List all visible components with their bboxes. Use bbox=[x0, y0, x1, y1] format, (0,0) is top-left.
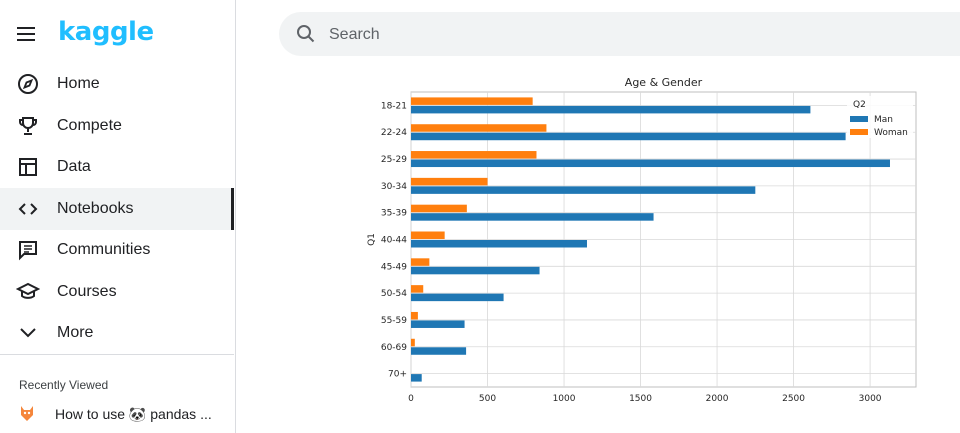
sidebar-item-label: Home bbox=[57, 75, 100, 92]
notebook-thumbnail-icon bbox=[18, 404, 36, 422]
compass-icon bbox=[16, 72, 40, 96]
comments-icon bbox=[16, 238, 40, 262]
bar-man bbox=[411, 293, 504, 302]
sidebar-item-notebooks[interactable]: Notebooks bbox=[0, 188, 234, 230]
x-tick-label: 1000 bbox=[553, 394, 576, 404]
bar-man bbox=[411, 347, 467, 355]
y-tick-label: 40-44 bbox=[381, 236, 407, 246]
sidebar-item-label: Courses bbox=[57, 283, 117, 300]
sidebar-item-data[interactable]: Data bbox=[0, 146, 234, 188]
sidebar-item-label: Notebooks bbox=[57, 200, 134, 217]
x-tick-label: 1500 bbox=[629, 394, 652, 404]
table-icon bbox=[16, 155, 40, 179]
age-gender-chart: 0 500 1000 1500 2000 2500 3000 18-21 22-24 25-29 3… bbox=[367, 76, 917, 404]
y-tick-label: 50-54 bbox=[381, 289, 407, 299]
recently-viewed-title: Recently Viewed bbox=[19, 378, 109, 392]
sidebar-item-communities[interactable]: Communities bbox=[0, 229, 234, 271]
y-tick-label: 22-24 bbox=[381, 128, 407, 138]
y-axis-label: Q1 bbox=[367, 233, 377, 246]
x-tick-label: 3000 bbox=[859, 394, 882, 404]
bar-woman bbox=[411, 231, 445, 239]
sidebar-item-compete[interactable]: Compete bbox=[0, 105, 234, 147]
bar-man bbox=[411, 374, 422, 382]
y-tick-label: 45-49 bbox=[381, 262, 407, 272]
y-tick-label: 35-39 bbox=[381, 209, 407, 219]
legend-swatch bbox=[850, 116, 868, 122]
bar-woman bbox=[411, 338, 415, 347]
x-tick-label: 2000 bbox=[706, 394, 729, 404]
search-input[interactable] bbox=[327, 22, 931, 48]
chart-title: Age & Gender bbox=[625, 76, 703, 89]
bar-man bbox=[411, 159, 890, 168]
sidebar-item-label: Communities bbox=[57, 241, 151, 258]
bar-man bbox=[411, 266, 540, 275]
bar-man bbox=[411, 132, 846, 141]
bar-man bbox=[411, 320, 465, 328]
legend-title: Q2 bbox=[853, 100, 866, 110]
bar-man bbox=[411, 186, 756, 194]
bar-woman bbox=[411, 204, 467, 213]
legend-swatch bbox=[850, 129, 868, 135]
search-icon bbox=[295, 23, 317, 45]
recent-item-label: How to use 🐼 pandas ... bbox=[55, 406, 212, 422]
trophy-icon bbox=[16, 114, 40, 138]
sidebar-item-home[interactable]: Home bbox=[0, 63, 234, 105]
x-tick-label: 500 bbox=[479, 394, 496, 404]
bar-woman bbox=[411, 311, 418, 320]
y-tick-label: 55-59 bbox=[381, 316, 407, 326]
bar-woman bbox=[411, 97, 533, 105]
legend-label: Woman bbox=[874, 128, 908, 138]
y-tick-label: 30-34 bbox=[381, 182, 407, 192]
sidebar-divider bbox=[0, 354, 234, 355]
recent-item[interactable]: How to use 🐼 pandas ... bbox=[0, 402, 234, 426]
sidebar-item-courses[interactable]: Courses bbox=[0, 271, 234, 313]
y-tick-label: 18-21 bbox=[381, 101, 407, 111]
x-tick-label: 0 bbox=[408, 394, 414, 404]
chevron-down-icon bbox=[16, 321, 40, 345]
sidebar-item-label: Compete bbox=[57, 117, 122, 134]
sidebar: kaggle Home Compete Data Notebooks Commu… bbox=[0, 0, 236, 433]
y-tick-label: 70+ bbox=[388, 370, 407, 380]
sidebar-item-more[interactable]: More bbox=[0, 312, 234, 354]
code-icon bbox=[16, 197, 40, 221]
bar-woman bbox=[411, 151, 537, 159]
y-tick-label: 60-69 bbox=[381, 343, 407, 353]
legend-label: Man bbox=[874, 115, 893, 125]
search-bar bbox=[279, 12, 960, 56]
sidebar-item-label: More bbox=[57, 324, 94, 341]
y-tick-label: 25-29 bbox=[381, 155, 407, 165]
sidebar-item-label: Data bbox=[57, 158, 91, 175]
bar-woman bbox=[411, 258, 430, 266]
bar-man bbox=[411, 240, 587, 248]
bar-man bbox=[411, 105, 811, 114]
graduation-cap-icon bbox=[15, 280, 41, 304]
bar-man bbox=[411, 213, 654, 221]
x-tick-label: 2500 bbox=[782, 394, 805, 404]
kaggle-logo[interactable]: kaggle bbox=[58, 17, 154, 47]
bar-woman bbox=[411, 124, 547, 132]
bar-woman bbox=[411, 285, 424, 293]
bar-woman bbox=[411, 177, 488, 186]
hamburger-menu-icon[interactable] bbox=[14, 22, 38, 46]
